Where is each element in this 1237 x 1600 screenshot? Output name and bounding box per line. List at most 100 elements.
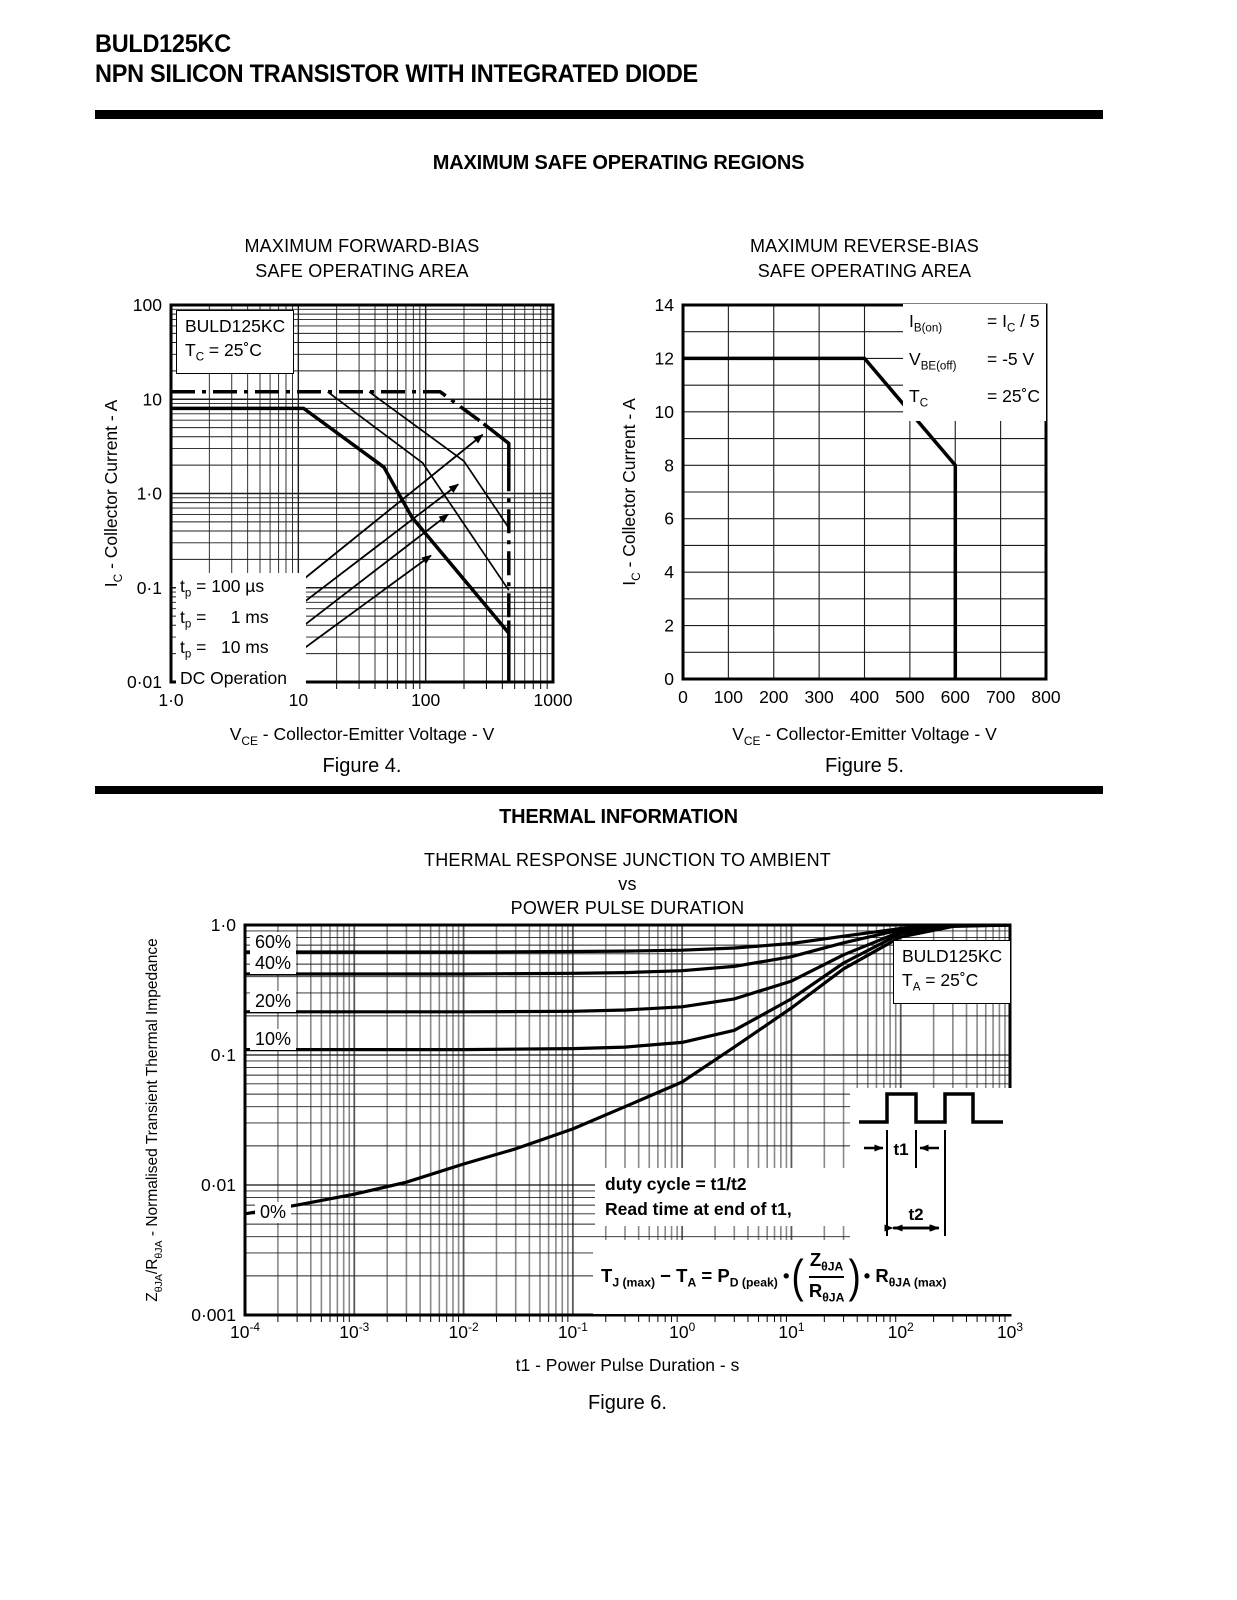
curve-10% — [245, 924, 1011, 1052]
legend-item: tp = 10 ms — [180, 637, 269, 661]
inset-line: TC = 25˚C — [185, 340, 262, 364]
x-tick-label: 100 — [714, 687, 743, 707]
x-axis-label: t1 - Power Pulse Duration - s — [516, 1355, 740, 1375]
legend-item: tp = 100 µs — [180, 576, 265, 600]
y-tick-label: 12 — [655, 348, 674, 368]
condition-row: IB(on) = IC / 5 — [909, 311, 1040, 335]
formula-open-paren: ( — [792, 1250, 805, 1303]
chart-legend: tp = 100 µs tp = 1 ms tp = 10 ms DC Operati… — [176, 573, 306, 692]
pulse-waveform-icon — [859, 1092, 1003, 1124]
y-tick-label: 1·0 — [211, 918, 237, 935]
curve-label-10pct: 10% — [250, 1029, 297, 1050]
inset-line: BULD125KC — [902, 946, 1003, 966]
chart-device-conditions-inset: BULD125KC TC = 25˚C — [176, 310, 295, 374]
x-tick-label: 10-2 — [449, 1320, 479, 1342]
formula-fraction: ZθJA RθJA — [808, 1249, 845, 1305]
formula-denominator: RθJA — [808, 1280, 845, 1305]
figure4-title: MAXIMUM FORWARD-BIAS SAFE OPERATING AREA — [244, 236, 480, 281]
y-tick-label: 100 — [133, 295, 162, 315]
x-tick-label: 400 — [850, 687, 879, 707]
y-tick-label: 0·01 — [127, 672, 162, 692]
y-tick-label: 4 — [664, 562, 674, 582]
curve-label-40pct: 40% — [250, 953, 297, 974]
curve-label-20pct: 20% — [250, 991, 297, 1012]
y-tick-label: 8 — [664, 455, 674, 475]
formula-rhs: • RθJA (max) — [863, 1264, 947, 1290]
y-tick-label: 1·0 — [137, 484, 163, 504]
x-tick-label: 10-4 — [230, 1320, 260, 1342]
curve-t-p-100-s — [171, 390, 485, 426]
part-description-title: NPN SILICON TRANSISTOR WITH INTEGRATED D… — [95, 60, 698, 88]
condition-row: TC = 25˚C — [909, 386, 1041, 410]
chart-device-conditions-inset: BULD125KC TA = 25˚C — [893, 940, 1012, 1004]
y-tick-label: 6 — [664, 509, 674, 529]
pulse-train-diagram: t1 t2 — [850, 1088, 1018, 1240]
curve-label-60pct: 60% — [250, 932, 297, 953]
y-tick-label: 10 — [655, 402, 675, 422]
x-tick-label: 1·0 — [158, 690, 184, 710]
formula-close-paren: ) — [848, 1250, 862, 1303]
thermal-formula: TJ (max) − TA = PD (peak) • ( ZθJA RθJA … — [593, 1240, 1119, 1314]
duty-cycle-note: duty cycle = t1/t2 Read time at end of t… — [595, 1168, 865, 1226]
formula-numerator: ZθJA — [809, 1249, 844, 1274]
x-tick-label: 0 — [678, 687, 688, 707]
x-tick-label: 103 — [997, 1320, 1023, 1342]
figure6-caption: Figure 6. — [588, 1392, 667, 1414]
curve-DC-Operation — [171, 406, 511, 635]
t1-label: t1 — [893, 1140, 908, 1159]
legend-pointer-arrow-icon — [294, 513, 449, 633]
x-tick-label: 10 — [289, 690, 309, 710]
x-tick-label: 600 — [941, 687, 970, 707]
figure5-title: MAXIMUM REVERSE-BIAS SAFE OPERATING AREA — [749, 236, 980, 281]
y-axis-label: IC - Collector Current - A — [619, 398, 643, 586]
chart-series — [244, 924, 1011, 1216]
y-tick-label: 0·1 — [137, 578, 162, 598]
x-tick-label: 102 — [888, 1320, 914, 1342]
x-tick-label: 700 — [986, 687, 1015, 707]
x-tick-label: 10-3 — [339, 1320, 369, 1342]
x-tick-label: 300 — [805, 687, 834, 707]
plot-border — [169, 303, 555, 684]
formula-lhs: TJ (max) − TA = PD (peak) • — [601, 1264, 790, 1290]
forward-bias-soa-chart: 1·0 10 100 1000 0·01 0·1 1·0 10 100 VCE - Collect… — [101, 295, 573, 748]
x-tick-label: 100 — [411, 690, 440, 710]
inset-line: BULD125KC — [185, 316, 286, 336]
x-tick-label: 200 — [759, 687, 788, 707]
t2-label: t2 — [908, 1205, 923, 1224]
part-number-title: BULD125KC — [95, 30, 231, 58]
curve-t-p-1-ms — [368, 391, 510, 529]
x-tick-label: 500 — [895, 687, 924, 707]
legend-item: tp = 1 ms — [180, 606, 269, 631]
legend-pointer-arrow-icon — [294, 434, 484, 587]
section-title-soa: MAXIMUM SAFE OPERATING REGIONS — [432, 152, 805, 174]
legend-pointer-arrow-icon — [294, 554, 432, 656]
y-tick-label: 0 — [664, 669, 674, 689]
y-tick-label: 0·1 — [211, 1045, 236, 1065]
curve-label-0pct: 0% — [255, 1202, 292, 1223]
plot-border — [681, 303, 1048, 681]
curve-t-p-10-ms — [327, 391, 510, 591]
y-tick-label: 14 — [655, 295, 675, 315]
figure5-caption: Figure 5. — [825, 755, 904, 777]
y-tick-label: 0·01 — [201, 1175, 236, 1195]
figure4-forward-bias-soa: MAXIMUM FORWARD-BIAS SAFE OPERATING AREA… — [95, 232, 575, 792]
legend-pointer-arrow-icon — [294, 483, 459, 610]
condition-row: VBE(off) = -5 V — [909, 348, 1035, 373]
y-axis-label: ZθJA/RθJA - Normalised Transient Thermal… — [144, 938, 165, 1301]
curve-0% — [244, 924, 1011, 1216]
x-tick-label: 1000 — [534, 690, 573, 710]
section-title-thermal: THERMAL INFORMATION — [499, 806, 738, 828]
y-axis-label: IC - Collector Current - A — [101, 399, 125, 587]
y-tick-label: 2 — [664, 616, 674, 636]
x-tick-label: 100 — [669, 1320, 695, 1342]
reverse-bias-soa-chart: 0 100 200 300 400 500 600 700 800 0 2 4 6 8 10 12 14 VCE … — [619, 295, 1061, 748]
section-rule — [95, 786, 1103, 794]
legend-item: DC Operation — [180, 667, 287, 688]
header-rule — [95, 110, 1103, 119]
x-axis-label: VCE - Collector-Emitter Voltage - V — [732, 724, 997, 748]
figure6-thermal-response: THERMAL RESPONSE JUNCTION TO AMBIENT vs … — [95, 840, 1140, 1440]
chart-series — [171, 390, 511, 682]
inset-line: TA = 25˚C — [902, 970, 979, 994]
x-tick-label: 101 — [778, 1320, 804, 1342]
